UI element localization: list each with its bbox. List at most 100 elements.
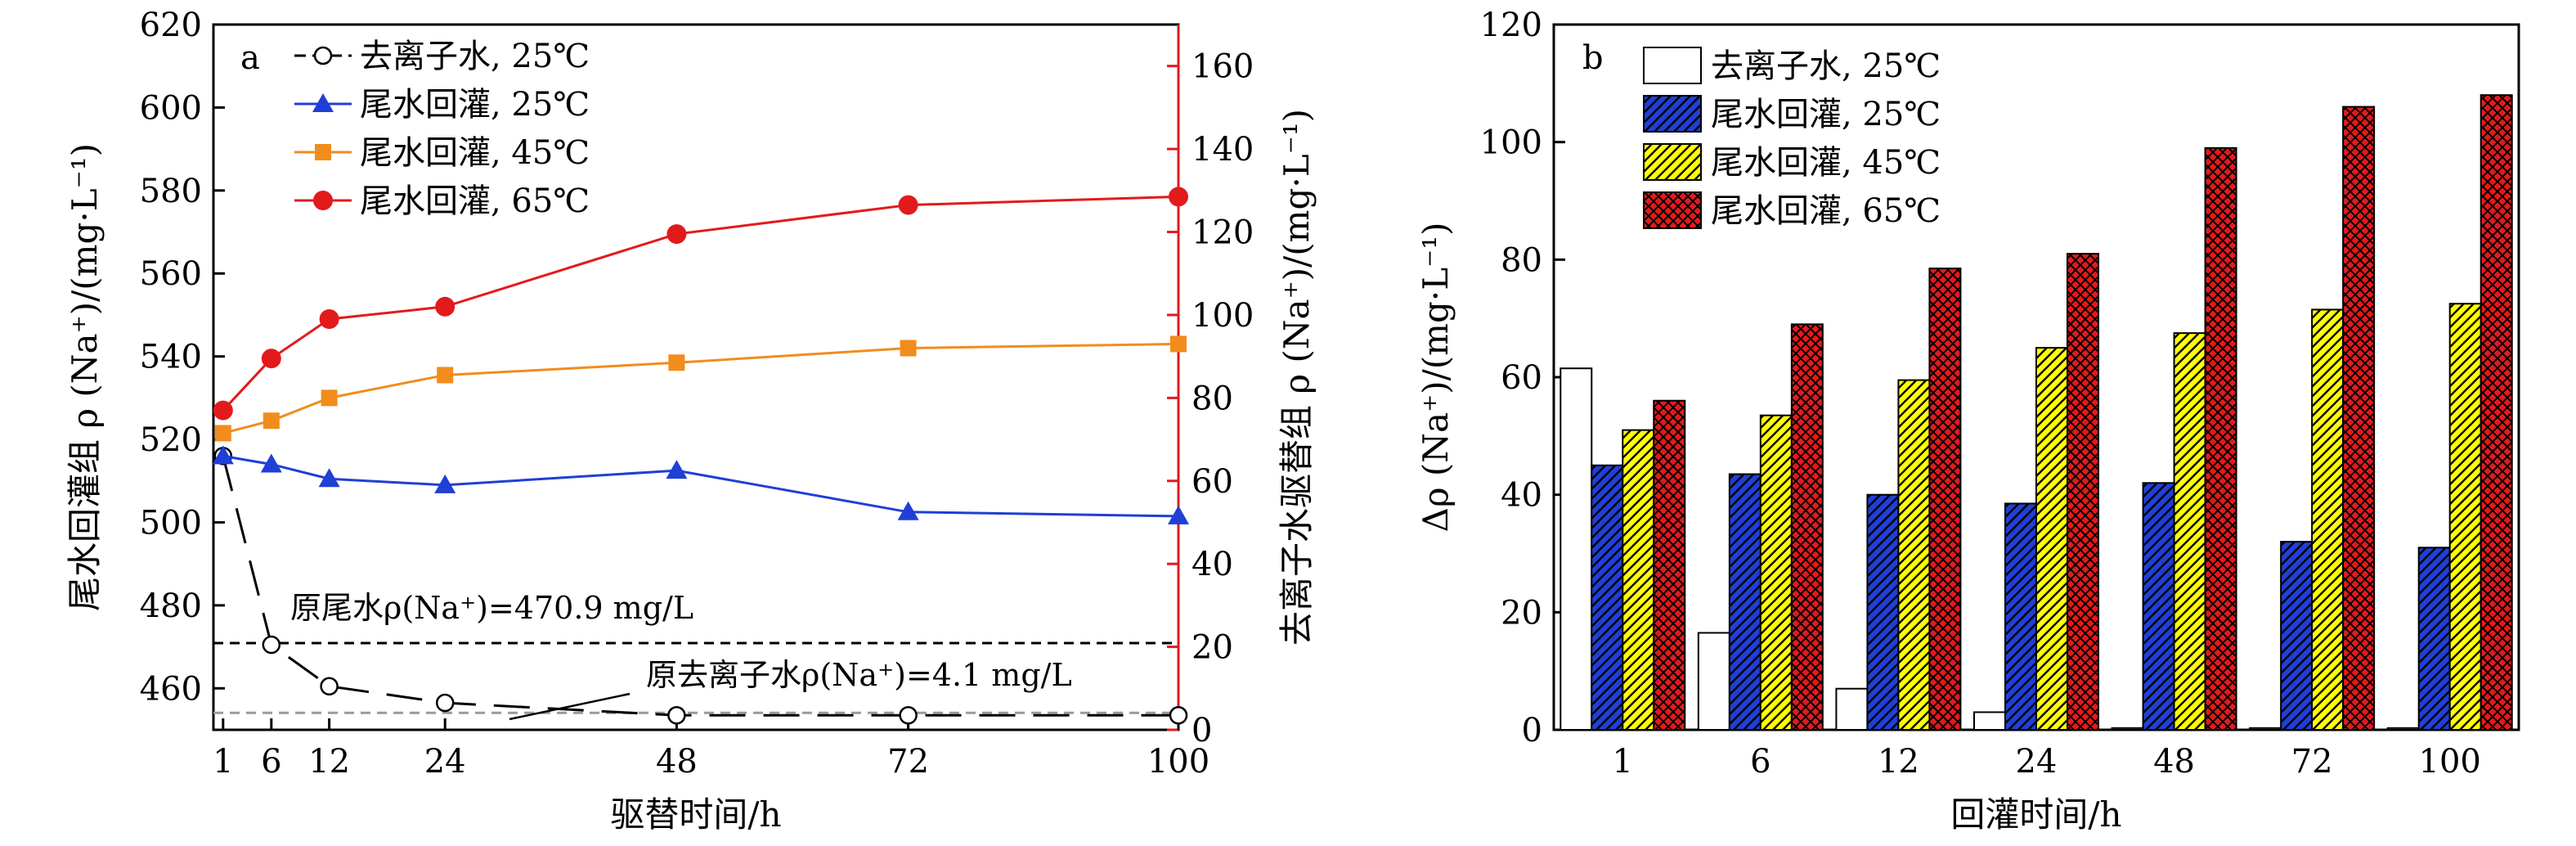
legend-label: 尾水回灌, 25℃ [360, 86, 590, 124]
legend: 去离子水, 25℃ 尾水回灌, 25℃ 尾水回灌, 45℃ 尾水回灌, 65℃ [1643, 47, 1941, 230]
tick-label: 60 [1192, 463, 1233, 501]
legend-label: 尾水回灌, 45℃ [360, 134, 590, 172]
bar [1653, 399, 1686, 731]
ref-label-deionized: 原去离子水ρ(Na⁺)=4.1 mg/L [646, 657, 1072, 693]
bar [2204, 146, 2237, 731]
right-y-ticks: 0 20 40 60 80 100 120 140 160 [1167, 48, 1254, 749]
legend-swatch [1643, 95, 1702, 133]
bar [1928, 268, 1962, 731]
x-ticks: 1 6 12 24 48 72 100 [213, 718, 1209, 781]
bar [1697, 632, 1730, 731]
data-point [213, 400, 233, 421]
left-y-ticks: 460 480 500 520 540 560 580 600 620 [140, 7, 225, 708]
tick-label: 580 [140, 173, 202, 210]
tick-label: 0 [1192, 712, 1212, 749]
data-point [900, 340, 917, 357]
data-point [321, 389, 338, 407]
tick-label: 120 [1192, 214, 1254, 252]
data-point [261, 349, 281, 369]
tick-label: 620 [140, 7, 202, 44]
data-point [262, 635, 281, 655]
data-point [897, 501, 919, 520]
tick-label: 24 [2016, 743, 2058, 781]
data-point [1169, 187, 1188, 207]
tick-label: 40 [1501, 477, 1542, 515]
legend-marker [313, 46, 333, 65]
bar [2480, 94, 2513, 731]
tick-label: 480 [140, 587, 202, 625]
data-point [898, 195, 918, 215]
series-group [212, 187, 1189, 725]
right-y-axis-label: 去离子水驱替组 ρ (Na⁺)/(mg·L⁻¹) [1277, 109, 1317, 646]
data-point [212, 445, 234, 465]
panel-b: 0 20 40 60 80 100 120 1 6 12 24 48 72 100 b 去离子水, 25… [1416, 7, 2520, 835]
bar [1897, 379, 1931, 731]
data-point [260, 453, 282, 473]
tick-label: 100 [1480, 124, 1542, 162]
bar [2035, 347, 2068, 731]
data-point [435, 693, 455, 713]
bar [2249, 727, 2282, 731]
legend-swatch [1643, 143, 1702, 181]
data-point [668, 354, 685, 371]
data-point [263, 412, 280, 430]
legend-label: 尾水回灌, 65℃ [360, 182, 590, 220]
tick-label: 520 [140, 421, 202, 459]
bar [2173, 332, 2206, 731]
bar [2142, 482, 2175, 731]
legend-label: 尾水回灌, 45℃ [1711, 144, 1941, 182]
series-line [222, 454, 1179, 518]
tick-label: 24 [424, 743, 466, 781]
tick-label: 80 [1192, 380, 1233, 417]
panel-a: 460 480 500 520 540 560 580 600 620 0 20 40 60 80 100… [65, 7, 1317, 835]
x-axis-label: 驱替时间/h [610, 794, 781, 835]
annotation-leader-line [509, 692, 631, 721]
data-point [1168, 505, 1189, 524]
bars [1560, 94, 2513, 731]
tick-label: 1 [213, 743, 233, 781]
tick-label: 140 [1192, 131, 1254, 169]
tick-label: 100 [1147, 743, 1209, 781]
panel-label: a [240, 39, 260, 77]
tick-label: 20 [1501, 594, 1542, 632]
bar [1591, 464, 1624, 731]
tick-label: 72 [887, 743, 929, 781]
y-axis-label: Δρ (Na⁺)/(mg·L⁻¹) [1416, 223, 1456, 533]
bar [1622, 429, 1655, 731]
bar [1835, 687, 1869, 731]
tick-label: 80 [1501, 241, 1542, 279]
data-point [1170, 335, 1187, 353]
tick-label: 12 [308, 743, 350, 781]
bar [1866, 493, 1900, 731]
tick-label: 12 [1878, 743, 1919, 781]
bar [2111, 727, 2144, 731]
bar [2342, 106, 2376, 731]
bar [2311, 308, 2345, 731]
tick-label: 60 [1501, 359, 1542, 397]
left-y-axis-label: 尾水回灌组 ρ (Na⁺)/(mg·L⁻¹) [65, 143, 105, 611]
data-point [214, 425, 231, 442]
y-ticks: 0 20 40 60 80 100 120 [1480, 7, 1565, 749]
data-point [666, 460, 688, 479]
tick-label: 6 [261, 743, 281, 781]
legend-marker [312, 93, 334, 112]
legend-label: 去离子水, 25℃ [360, 38, 590, 75]
x-axis-label: 回灌时间/h [1950, 794, 2121, 835]
data-point [435, 296, 456, 317]
legend-swatch [1643, 47, 1702, 84]
tick-label: 560 [140, 255, 202, 293]
legend-label: 尾水回灌, 25℃ [1711, 96, 1941, 133]
tick-label: 0 [1522, 712, 1542, 749]
data-point [899, 706, 918, 725]
tick-label: 160 [1192, 48, 1254, 86]
tick-label: 100 [1192, 297, 1254, 335]
tick-label: 6 [1750, 743, 1770, 781]
data-point [318, 468, 340, 488]
bar [2448, 303, 2482, 731]
series-line [222, 195, 1179, 412]
tick-label: 460 [140, 670, 202, 708]
data-point [666, 224, 687, 245]
tick-label: 20 [1192, 629, 1233, 667]
bar [1973, 711, 2006, 731]
